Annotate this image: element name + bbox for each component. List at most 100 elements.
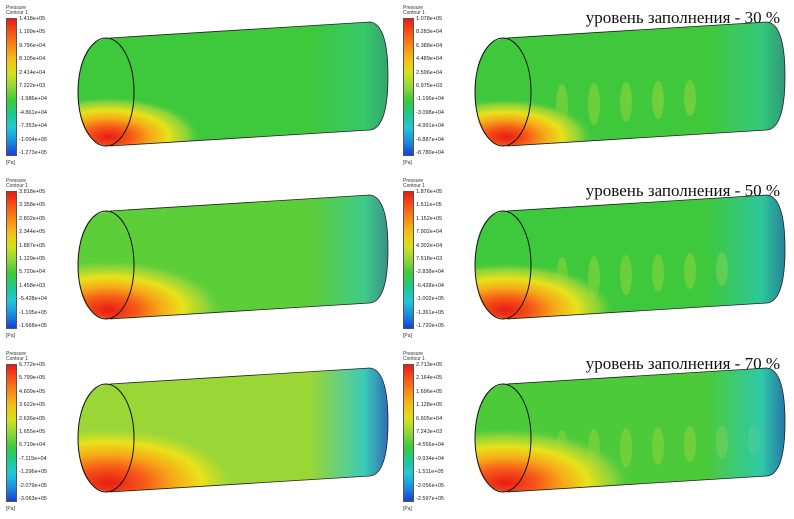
- legend-tick-label: -5.428e+04: [19, 296, 47, 303]
- pressure-contour-panel: Pressure Contour 1 6.772e+05 5.799e+05 4.609…: [0, 346, 397, 519]
- legend-unit: [Pa]: [6, 506, 15, 512]
- legend-tick-label: 1.199e+05: [19, 29, 46, 36]
- color-legend: Pressure Contour 1 1.078e+05 8.283e+04 6.388…: [403, 5, 463, 166]
- legend-tick-label: -1.105e+05: [19, 309, 47, 316]
- legend-tick-label: 1.458e+03: [19, 282, 46, 289]
- legend-tick-label: 8.283e+04: [416, 29, 443, 36]
- legend-tick-label: -1.986e+04: [19, 96, 47, 103]
- legend-tick-label: 1.887e+05: [19, 242, 46, 249]
- legend-tick-label: 9.796e+04: [19, 42, 46, 49]
- legend-unit: [Pa]: [403, 160, 412, 166]
- legend-color-bar: [403, 18, 414, 156]
- legend-tick-label: 1.129e+05: [19, 256, 46, 262]
- legend-tick-label: -1.196e+04: [416, 96, 444, 103]
- legend-tick-label: -1.668e+05: [19, 323, 47, 329]
- legend-subtitle: Contour 1: [403, 356, 425, 362]
- legend-tick-label: 3.622e+05: [19, 402, 46, 409]
- legend-title: Pressure: [403, 5, 424, 11]
- legend-title: Pressure: [6, 351, 27, 357]
- legend-tick-label: -6.428e+04: [416, 282, 444, 289]
- pipe-contour-plot: [77, 367, 389, 493]
- legend-tick-label: -2.838e+04: [416, 269, 444, 276]
- legend-color-bar: [6, 191, 17, 329]
- legend-tick-label: 2.713e+05: [416, 362, 443, 368]
- legend-tick-label: 7.243e+03: [416, 429, 443, 435]
- legend-tick-label: -1.361e+05: [416, 309, 444, 316]
- legend-tick-label: -2.597e+05: [416, 496, 444, 502]
- fill-level-caption: уровень заполнения - 50 %: [585, 181, 780, 200]
- legend-color-bar: [403, 364, 414, 502]
- legend-tick-label: -9.934e+04: [416, 455, 444, 462]
- color-legend: Pressure Contour 1 1.418e+05 1.199e+05 9.796…: [6, 6, 66, 166]
- legend-unit: [Pa]: [403, 506, 412, 512]
- legend-tick-label: 1.152e+05: [416, 215, 443, 222]
- legend-tick-label: 2.802e+05: [19, 215, 46, 222]
- legend-unit: [Pa]: [6, 160, 15, 166]
- legend-subtitle: Contour 1: [403, 10, 425, 16]
- legend-tick-label: 1.876e+05: [416, 189, 443, 195]
- legend-title: Pressure: [403, 351, 424, 357]
- pressure-contour-panel: Pressure Contour 1 1.078e+05 8.283e+04 6.388…: [397, 0, 794, 173]
- pipe-contour-plot: [474, 367, 786, 493]
- legend-tick-label: -1.273e+05: [19, 150, 47, 156]
- legend-tick-label: 5.799e+05: [19, 375, 46, 382]
- legend-tick-label: 4.609e+05: [19, 388, 46, 395]
- legend-tick-label: -4.991e+04: [416, 123, 444, 130]
- legend-tick-label: -4.861e+04: [19, 109, 47, 116]
- legend-tick-label: 2.636e+05: [19, 415, 46, 422]
- legend-tick-label: 7.518e+03: [416, 256, 443, 262]
- legend-tick-label: -3.098e+04: [416, 109, 444, 116]
- legend-subtitle: Contour 1: [403, 183, 425, 189]
- legend-tick-label: 1.128e+05: [416, 402, 443, 409]
- legend-tick-label: -1.002e+05: [416, 296, 444, 303]
- legend-subtitle: Contour 1: [6, 183, 28, 189]
- pressure-contour-panel: Pressure Contour 1 1.418e+05 1.199e+05 9.796…: [0, 0, 397, 173]
- legend-tick-label: 1.511e+05: [416, 202, 442, 209]
- legend-tick-label: -1.004e+05: [19, 136, 47, 143]
- legend-tick-label: 2.596e+04: [416, 69, 443, 76]
- legend-tick-label: -1.511e+05: [416, 469, 444, 476]
- legend-tick-label: -2.056e+05: [416, 482, 444, 489]
- legend-tick-label: -1.720e+05: [416, 323, 444, 329]
- legend-tick-label: 2.344e+05: [19, 229, 46, 236]
- pipe-contour-plot: [77, 194, 389, 320]
- legend-tick-label: 7.902e+04: [416, 229, 443, 236]
- legend-tick-label: 1.418e+05: [19, 16, 46, 22]
- legend-tick-label: -6.887e+04: [416, 136, 444, 143]
- legend-title: Pressure: [6, 178, 27, 184]
- legend-tick-label: -3.063e+05: [19, 496, 47, 502]
- legend-tick-label: 4.302e+04: [416, 242, 443, 249]
- legend-tick-label: 8.105e+04: [19, 56, 46, 63]
- color-legend: Pressure Contour 1 6.772e+05 5.799e+05 4.609…: [6, 351, 66, 512]
- legend-color-bar: [403, 191, 414, 329]
- legend-tick-label: -7.353e+04: [19, 123, 47, 130]
- legend-tick-label: 6.772e+05: [19, 362, 46, 368]
- legend-tick-label: 3.358e+05: [19, 202, 46, 209]
- legend-tick-label: -1.296e+05: [19, 469, 47, 476]
- pressure-contour-panel: Pressure Contour 1 2.713e+05 2.164e+05 1.696…: [397, 346, 794, 519]
- legend-tick-label: 6.975e+03: [416, 83, 443, 89]
- pressure-contour-panel: Pressure Contour 1 3.818e+05 3.358e+05 2.802…: [0, 173, 397, 346]
- legend-tick-label: 6.388e+04: [416, 42, 443, 49]
- pipe-contour-plot: [77, 21, 389, 147]
- fill-level-caption: уровень заполнения - 70 %: [585, 354, 780, 373]
- legend-tick-label: 7.222e+03: [19, 83, 46, 89]
- pipe-contour-plot: [474, 194, 786, 320]
- legend-title: Pressure: [403, 178, 424, 184]
- legend-tick-label: 1.655e+05: [19, 429, 46, 435]
- legend-tick-label: 4.489e+04: [416, 56, 443, 63]
- legend-tick-label: 1.696e+05: [416, 388, 443, 395]
- legend-unit: [Pa]: [403, 333, 412, 339]
- legend-tick-label: -7.115e+04: [19, 455, 47, 462]
- legend-subtitle: Contour 1: [6, 10, 28, 16]
- legend-tick-label: 5.720e+04: [19, 269, 46, 276]
- legend-color-bar: [6, 364, 17, 502]
- pipe-contour-plot: [474, 21, 786, 147]
- legend-color-bar: [6, 18, 17, 156]
- color-legend: Pressure Contour 1 3.818e+05 3.358e+05 2.802…: [6, 178, 66, 339]
- legend-tick-label: 1.078e+05: [416, 16, 443, 22]
- legend-tick-label: 6.719e+04: [19, 442, 46, 449]
- color-legend: Pressure Contour 1 2.713e+05 2.164e+05 1.696…: [403, 351, 463, 512]
- pressure-contour-panel: Pressure Contour 1 1.876e+05 1.511e+05 1.152…: [397, 173, 794, 346]
- legend-tick-label: 3.818e+05: [19, 189, 46, 195]
